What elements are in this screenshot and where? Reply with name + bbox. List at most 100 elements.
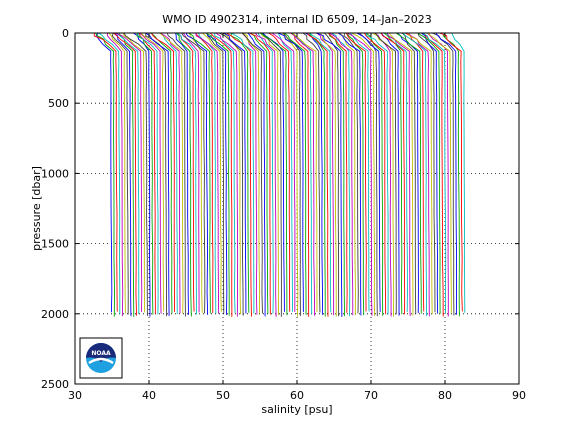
- profile-line: [427, 32, 449, 317]
- profile-line: [202, 32, 222, 312]
- profile-line: [292, 32, 315, 316]
- profile-line: [346, 32, 373, 316]
- x-tick-label: 30: [68, 389, 82, 402]
- profile-line: [159, 32, 184, 314]
- profile-line: [282, 32, 301, 317]
- profile-line: [259, 32, 288, 316]
- profile-line: [108, 32, 126, 314]
- profile-line: [386, 32, 411, 317]
- profile-line: [188, 32, 211, 314]
- profile-line: [182, 32, 200, 313]
- profile-line: [347, 32, 365, 316]
- profile-line: [435, 32, 457, 315]
- profile-line: [113, 32, 138, 316]
- profile-line: [123, 32, 148, 317]
- profile-line: [254, 32, 277, 317]
- profile-line: [185, 32, 209, 315]
- profile-line: [241, 32, 263, 314]
- profile-line: [407, 32, 433, 315]
- profile-line: [166, 32, 186, 317]
- y-tick-label: 0: [62, 27, 69, 40]
- x-tick-label: 70: [364, 389, 378, 402]
- profile-line: [95, 32, 113, 313]
- x-tick-label: 80: [438, 389, 452, 402]
- profile-line: [349, 32, 370, 312]
- profile-line: [292, 32, 318, 313]
- profile-line: [307, 32, 329, 317]
- profile-line: [417, 32, 441, 315]
- y-tick-label: 500: [48, 97, 69, 110]
- profile-line: [386, 32, 408, 313]
- profile-line: [439, 32, 463, 312]
- grid-lines: [75, 33, 519, 384]
- logo-text: NOAA: [91, 350, 111, 357]
- profile-line: [283, 32, 307, 315]
- profile-line: [111, 32, 129, 315]
- profile-line: [159, 32, 178, 315]
- profile-line: [451, 32, 466, 314]
- profile-line: [226, 32, 252, 317]
- profile-line: [145, 32, 170, 317]
- profile-line: [302, 32, 321, 313]
- profile-line: [248, 32, 271, 315]
- profile-line: [175, 32, 189, 315]
- profile-line: [309, 32, 332, 313]
- profile-line: [345, 32, 367, 312]
- profile-line: [363, 32, 387, 315]
- x-tick-label: 50: [216, 389, 230, 402]
- profile-line: [359, 32, 378, 317]
- y-tick-label: 2000: [41, 308, 69, 321]
- y-tick-label: 1000: [41, 167, 69, 180]
- profile-line: [98, 32, 121, 315]
- x-axis-label: salinity [psu]: [261, 403, 332, 416]
- profile-line: [328, 32, 354, 316]
- profile-line: [116, 32, 140, 314]
- profile-line: [249, 32, 269, 314]
- profile-line: [106, 32, 124, 317]
- profile-line: [356, 32, 381, 313]
- profile-line: [328, 32, 345, 317]
- logo-sky: [86, 343, 116, 362]
- y-tick-label: 2500: [41, 378, 69, 391]
- profile-line: [268, 32, 291, 312]
- profile-line: [308, 32, 326, 317]
- profile-line: [210, 32, 233, 317]
- profile-line: [133, 32, 151, 317]
- profile-line: [327, 32, 348, 313]
- profile-line: [343, 32, 359, 314]
- profile-line: [315, 32, 343, 317]
- profile-line: [189, 32, 203, 314]
- profile-line: [140, 32, 165, 312]
- profile-line: [291, 32, 313, 315]
- profile-line: [215, 32, 239, 317]
- profile-line: [151, 32, 176, 313]
- profile-line: [380, 32, 400, 316]
- profile-line: [206, 32, 225, 314]
- x-tick-label: 90: [512, 389, 526, 402]
- profile-line: [402, 32, 427, 317]
- profiles: [93, 32, 466, 318]
- profile-line: [395, 32, 422, 314]
- profile-line: [177, 32, 195, 312]
- profile-line: [421, 32, 439, 314]
- profile-line: [113, 32, 132, 317]
- profile-line: [136, 32, 154, 315]
- profile-line: [176, 32, 197, 315]
- profile-line: [271, 32, 296, 313]
- profile-line: [181, 32, 206, 314]
- profile-line: [351, 32, 375, 316]
- profile-line: [417, 32, 436, 313]
- profile-line: [316, 32, 335, 316]
- profile-line: [218, 32, 244, 316]
- profile-line: [241, 32, 261, 314]
- profile-line: [427, 32, 452, 314]
- chart-title: WMO ID 4902314, internal ID 6509, 14–Jan…: [162, 13, 432, 26]
- profile-line: [205, 32, 230, 316]
- x-tick-label: 60: [290, 389, 304, 402]
- profile-line: [396, 32, 419, 314]
- profile-line: [260, 32, 280, 316]
- profile-line: [114, 32, 143, 312]
- logo-gull: [88, 357, 114, 365]
- profile-line: [175, 32, 192, 317]
